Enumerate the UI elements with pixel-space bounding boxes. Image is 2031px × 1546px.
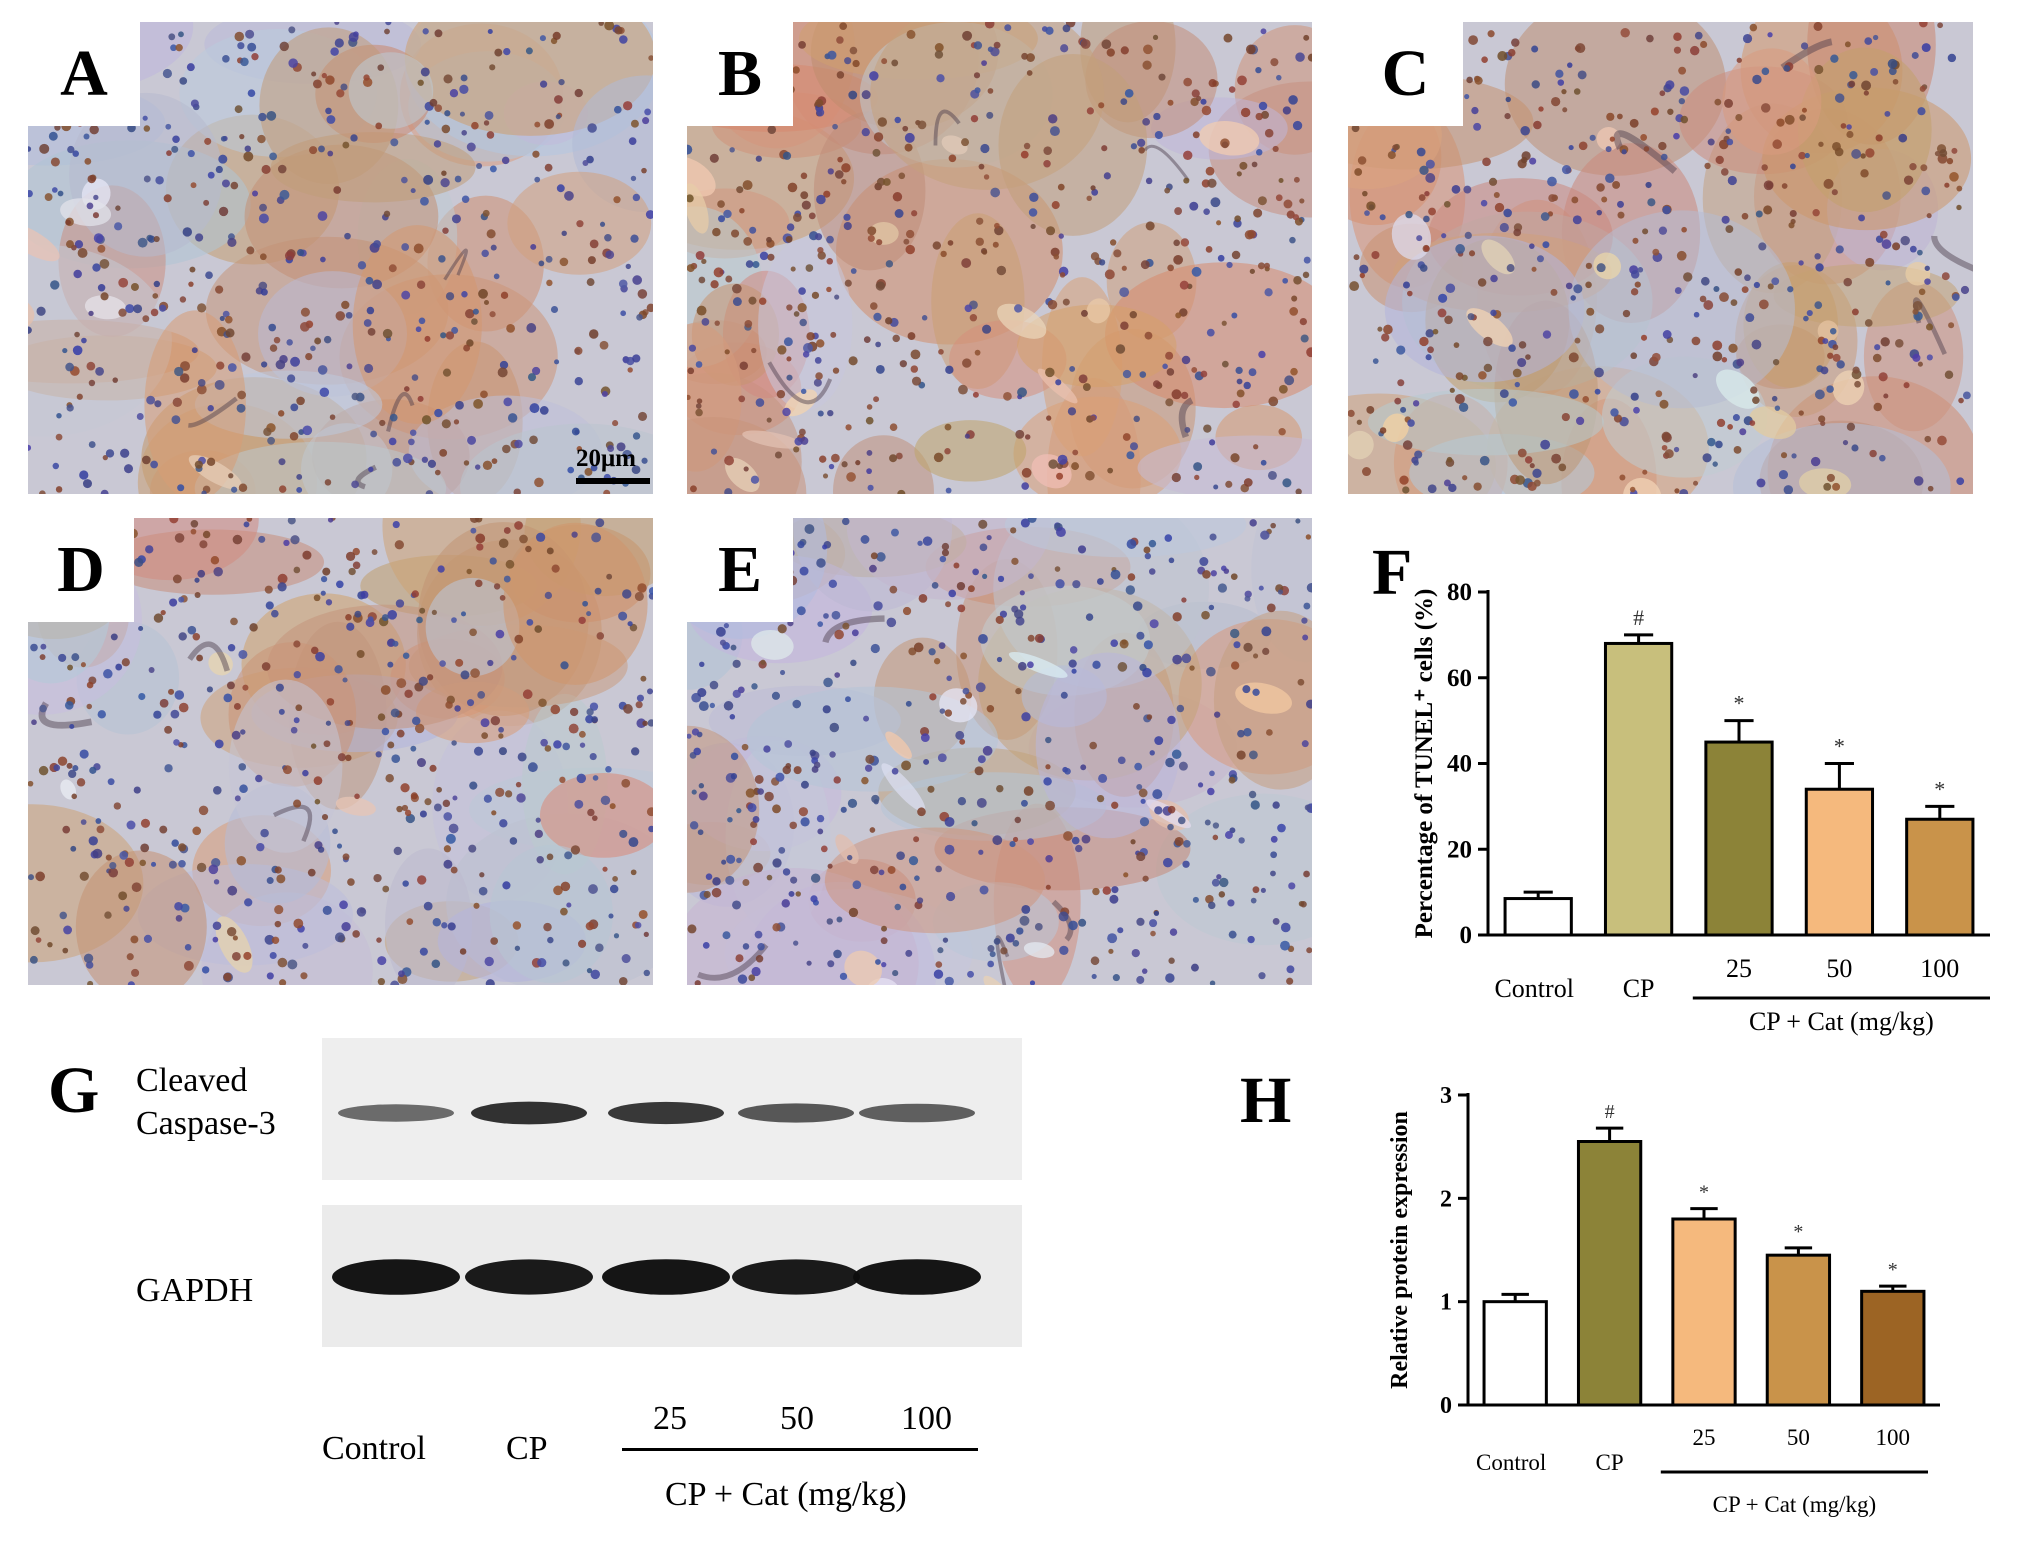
blot-group-underline (622, 1448, 978, 1451)
bar (1671, 1217, 1737, 1407)
bar (1804, 787, 1875, 937)
significance-mark: * (1888, 1259, 1898, 1281)
tissue-image-e (687, 518, 1312, 985)
blot-lane-25: 25 (653, 1400, 687, 1437)
category-label: CP (1623, 974, 1655, 1003)
significance-mark: * (1834, 734, 1845, 759)
band-gapdh (602, 1259, 730, 1295)
band-caspase3 (608, 1101, 724, 1125)
tissue-image-d (28, 518, 653, 985)
category-label: 25 (1693, 1425, 1716, 1450)
category-label: 50 (1787, 1425, 1810, 1450)
band-caspase3 (859, 1103, 975, 1123)
bar (1704, 740, 1774, 937)
category-label: 50 (1826, 954, 1852, 983)
gapdh-label: GAPDH (136, 1272, 254, 1309)
category-label: CP (1596, 1450, 1624, 1475)
y-tick-label: 2 (1440, 1186, 1452, 1212)
micrograph-panel-a: A 20μm (28, 22, 653, 494)
band-gapdh (332, 1259, 460, 1295)
category-label: 25 (1726, 954, 1752, 983)
panel-letter-e: E (687, 518, 793, 622)
bar (1576, 1140, 1643, 1407)
band-gapdh (465, 1259, 593, 1295)
significance-mark: * (1734, 691, 1745, 716)
y-tick-label: 60 (1447, 665, 1472, 692)
tissue-image-a (28, 22, 653, 494)
y-tick-label: 40 (1447, 751, 1472, 778)
band-caspase3 (338, 1104, 454, 1122)
cleaved-caspase3-label: Cleaved Caspase-3 (136, 1060, 276, 1145)
panel-letter-b: B (687, 22, 793, 126)
y-axis-label: Percentage of TUNEL⁺ cells (%) (1411, 589, 1438, 939)
group-label: CP + Cat (mg/kg) (1749, 1007, 1934, 1036)
blot-strip-gapdh (322, 1205, 1022, 1347)
blot-lane-control: Control (322, 1430, 426, 1467)
blot-lane-cp: CP (506, 1430, 548, 1467)
category-label: 100 (1920, 954, 1959, 983)
blot-lane-50: 50 (780, 1400, 814, 1437)
y-tick-label: 20 (1447, 836, 1472, 863)
y-axis-label: Relative protein expression (1387, 1111, 1413, 1389)
micrograph-panel-e: E (687, 518, 1312, 985)
bar (1482, 1300, 1548, 1407)
category-label: Control (1494, 974, 1573, 1003)
significance-mark: * (1934, 776, 1945, 801)
blot-group-label: CP + Cat (mg/kg) (665, 1476, 907, 1513)
band-gapdh (853, 1259, 981, 1295)
category-label: Control (1476, 1450, 1546, 1475)
panel-letter-h: H (1240, 1064, 1292, 1137)
micrograph-panel-b: B (687, 22, 1312, 494)
scale-bar (576, 478, 650, 484)
y-tick-label: 0 (1440, 1393, 1452, 1419)
scale-bar-label: 20μm (576, 445, 636, 472)
group-label: CP + Cat (mg/kg) (1713, 1492, 1877, 1517)
band-gapdh (732, 1259, 860, 1295)
bar (1503, 897, 1573, 937)
cleaved-label-line2: Caspase-3 (136, 1104, 276, 1142)
y-tick-label: 80 (1447, 579, 1472, 606)
micrograph-panel-d: D (28, 518, 653, 985)
y-tick-label: 3 (1440, 1083, 1452, 1109)
y-tick-label: 1 (1440, 1290, 1452, 1316)
band-caspase3 (738, 1103, 854, 1123)
panel-letter-c: C (1348, 22, 1463, 126)
y-tick-label: 0 (1460, 922, 1473, 949)
cleaved-label-line1: Cleaved (136, 1062, 248, 1099)
bar (1603, 641, 1674, 937)
category-label: 100 (1876, 1425, 1911, 1450)
bar (1860, 1289, 1926, 1407)
significance-mark: * (1793, 1221, 1803, 1243)
micrograph-panel-c: C (1348, 22, 1973, 494)
significance-mark: # (1633, 605, 1644, 630)
panel-letter-f: F (1372, 536, 1413, 609)
significance-mark: * (1699, 1182, 1709, 1204)
significance-mark: # (1605, 1101, 1615, 1123)
panel-letter-d: D (28, 518, 134, 622)
panel-letter-g: G (48, 1054, 100, 1127)
blot-strip-caspase3 (322, 1038, 1022, 1180)
bar (1765, 1253, 1832, 1407)
bar (1905, 817, 1975, 937)
panel-letter-a: A (28, 22, 140, 126)
band-caspase3 (471, 1101, 587, 1125)
blot-lane-100: 100 (901, 1400, 952, 1437)
